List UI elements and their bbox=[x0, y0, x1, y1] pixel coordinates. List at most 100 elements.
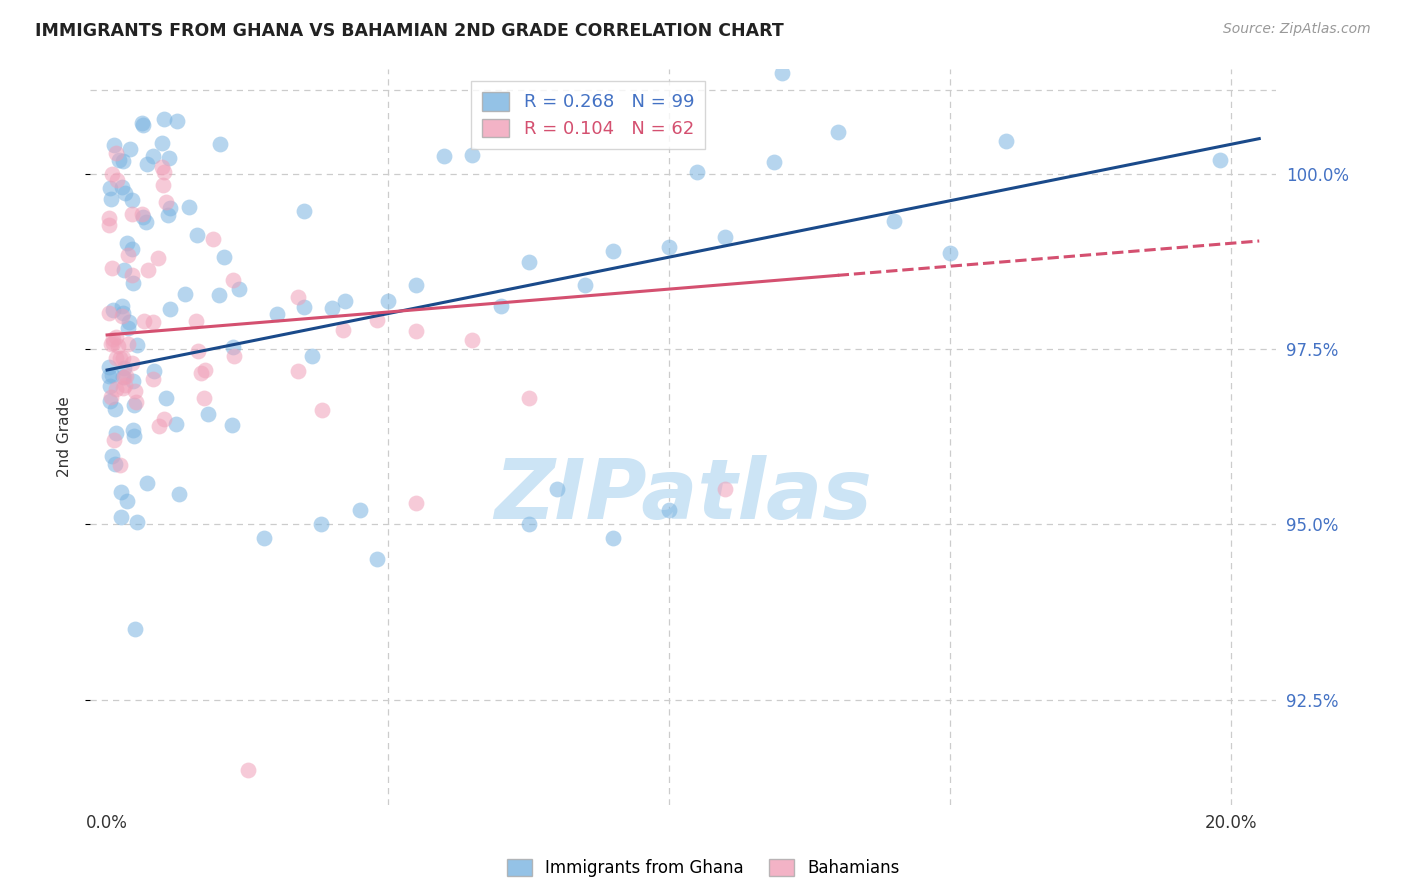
Point bbox=[98, 360, 121, 375]
Point bbox=[118, 315, 141, 329]
Point bbox=[97, 211, 120, 225]
Point bbox=[110, 484, 132, 499]
Point bbox=[134, 314, 156, 328]
Point bbox=[101, 449, 124, 463]
Point bbox=[517, 391, 540, 405]
Point bbox=[101, 368, 124, 383]
Point bbox=[177, 200, 200, 214]
Point bbox=[157, 151, 180, 165]
Point bbox=[111, 310, 134, 324]
Point bbox=[112, 381, 135, 395]
Point bbox=[115, 369, 138, 384]
Point bbox=[159, 302, 181, 317]
Legend: Immigrants from Ghana, Bahamians: Immigrants from Ghana, Bahamians bbox=[501, 852, 905, 884]
Point bbox=[121, 277, 143, 291]
Point bbox=[333, 293, 356, 308]
Point bbox=[197, 407, 219, 421]
Point bbox=[105, 382, 128, 396]
Point bbox=[202, 232, 225, 246]
Point bbox=[222, 273, 245, 287]
Point bbox=[114, 186, 136, 200]
Point bbox=[105, 351, 128, 366]
Text: ZIPatlas: ZIPatlas bbox=[495, 455, 872, 536]
Point bbox=[112, 370, 135, 384]
Point bbox=[517, 254, 540, 268]
Point bbox=[827, 125, 849, 139]
Point bbox=[602, 244, 624, 258]
Point bbox=[122, 398, 145, 412]
Point bbox=[125, 338, 148, 352]
Point bbox=[98, 378, 121, 392]
Point bbox=[142, 149, 165, 163]
Point bbox=[100, 261, 122, 276]
Point bbox=[461, 333, 484, 347]
Point bbox=[122, 375, 145, 389]
Point bbox=[224, 349, 246, 363]
Point bbox=[121, 268, 143, 282]
Point bbox=[292, 203, 315, 218]
Point bbox=[292, 300, 315, 314]
Point bbox=[405, 324, 427, 338]
Point bbox=[142, 315, 165, 329]
Point bbox=[187, 344, 209, 359]
Point bbox=[1209, 153, 1232, 167]
Point bbox=[121, 193, 143, 207]
Point bbox=[159, 201, 181, 215]
Point bbox=[111, 299, 134, 313]
Point bbox=[136, 476, 159, 491]
Point bbox=[97, 305, 120, 319]
Point bbox=[120, 143, 142, 157]
Point bbox=[166, 114, 188, 128]
Point bbox=[121, 423, 143, 437]
Point bbox=[366, 313, 388, 327]
Point bbox=[212, 251, 235, 265]
Point bbox=[883, 214, 905, 228]
Point bbox=[152, 112, 174, 127]
Point bbox=[148, 419, 170, 434]
Y-axis label: 2nd Grade: 2nd Grade bbox=[58, 396, 72, 477]
Point bbox=[150, 160, 173, 174]
Point bbox=[135, 214, 157, 228]
Point bbox=[152, 178, 174, 193]
Point bbox=[131, 118, 153, 132]
Point bbox=[112, 360, 135, 375]
Point bbox=[110, 509, 132, 524]
Point bbox=[108, 458, 131, 473]
Point bbox=[186, 227, 208, 242]
Point bbox=[193, 391, 215, 405]
Point bbox=[157, 208, 180, 222]
Point bbox=[108, 153, 131, 167]
Point bbox=[97, 369, 120, 384]
Point bbox=[190, 367, 212, 381]
Point bbox=[105, 173, 128, 187]
Point bbox=[321, 301, 343, 315]
Point bbox=[309, 517, 332, 532]
Point bbox=[228, 282, 250, 296]
Point bbox=[121, 242, 143, 256]
Point bbox=[117, 321, 139, 335]
Point bbox=[150, 136, 173, 151]
Point bbox=[194, 363, 217, 377]
Point bbox=[155, 194, 177, 209]
Point bbox=[111, 180, 134, 194]
Point bbox=[104, 146, 127, 161]
Point bbox=[103, 433, 125, 447]
Point bbox=[461, 148, 484, 162]
Point bbox=[658, 503, 681, 517]
Point bbox=[287, 290, 309, 304]
Point bbox=[489, 299, 512, 313]
Point bbox=[98, 394, 121, 409]
Point bbox=[111, 370, 134, 384]
Point bbox=[939, 246, 962, 260]
Point bbox=[433, 148, 456, 162]
Point bbox=[152, 165, 174, 179]
Point bbox=[124, 384, 146, 398]
Legend: R = 0.268   N = 99, R = 0.104   N = 62: R = 0.268 N = 99, R = 0.104 N = 62 bbox=[471, 81, 706, 149]
Point bbox=[131, 116, 153, 130]
Point bbox=[209, 136, 232, 151]
Point bbox=[100, 390, 122, 404]
Point bbox=[122, 429, 145, 443]
Point bbox=[131, 207, 153, 221]
Point bbox=[114, 377, 136, 392]
Point bbox=[111, 154, 134, 169]
